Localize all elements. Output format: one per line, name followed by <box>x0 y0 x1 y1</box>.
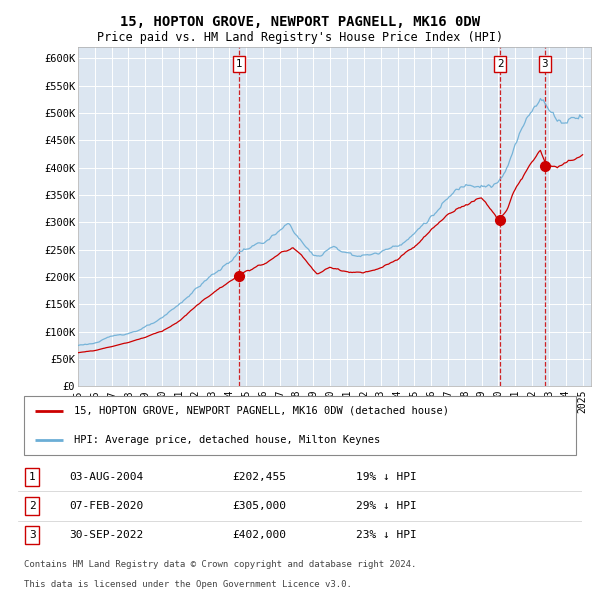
Text: 15, HOPTON GROVE, NEWPORT PAGNELL, MK16 0DW: 15, HOPTON GROVE, NEWPORT PAGNELL, MK16 … <box>120 15 480 29</box>
Text: 19% ↓ HPI: 19% ↓ HPI <box>356 471 417 481</box>
Text: £305,000: £305,000 <box>232 501 286 511</box>
Text: Price paid vs. HM Land Registry's House Price Index (HPI): Price paid vs. HM Land Registry's House … <box>97 31 503 44</box>
Text: 1: 1 <box>236 59 242 69</box>
Text: 3: 3 <box>29 530 35 540</box>
Text: HPI: Average price, detached house, Milton Keynes: HPI: Average price, detached house, Milt… <box>74 435 380 445</box>
Text: 2: 2 <box>29 501 35 511</box>
Text: 07-FEB-2020: 07-FEB-2020 <box>69 501 143 511</box>
Text: This data is licensed under the Open Government Licence v3.0.: This data is licensed under the Open Gov… <box>23 580 352 589</box>
Text: 29% ↓ HPI: 29% ↓ HPI <box>356 501 417 511</box>
Text: Contains HM Land Registry data © Crown copyright and database right 2024.: Contains HM Land Registry data © Crown c… <box>23 560 416 569</box>
Text: 03-AUG-2004: 03-AUG-2004 <box>69 471 143 481</box>
FancyBboxPatch shape <box>23 396 577 455</box>
Text: 30-SEP-2022: 30-SEP-2022 <box>69 530 143 540</box>
Text: 2: 2 <box>497 59 503 69</box>
Text: 23% ↓ HPI: 23% ↓ HPI <box>356 530 417 540</box>
Text: £202,455: £202,455 <box>232 471 286 481</box>
Text: 1: 1 <box>29 471 35 481</box>
Text: 3: 3 <box>541 59 548 69</box>
Text: 15, HOPTON GROVE, NEWPORT PAGNELL, MK16 0DW (detached house): 15, HOPTON GROVE, NEWPORT PAGNELL, MK16 … <box>74 406 449 416</box>
Text: £402,000: £402,000 <box>232 530 286 540</box>
